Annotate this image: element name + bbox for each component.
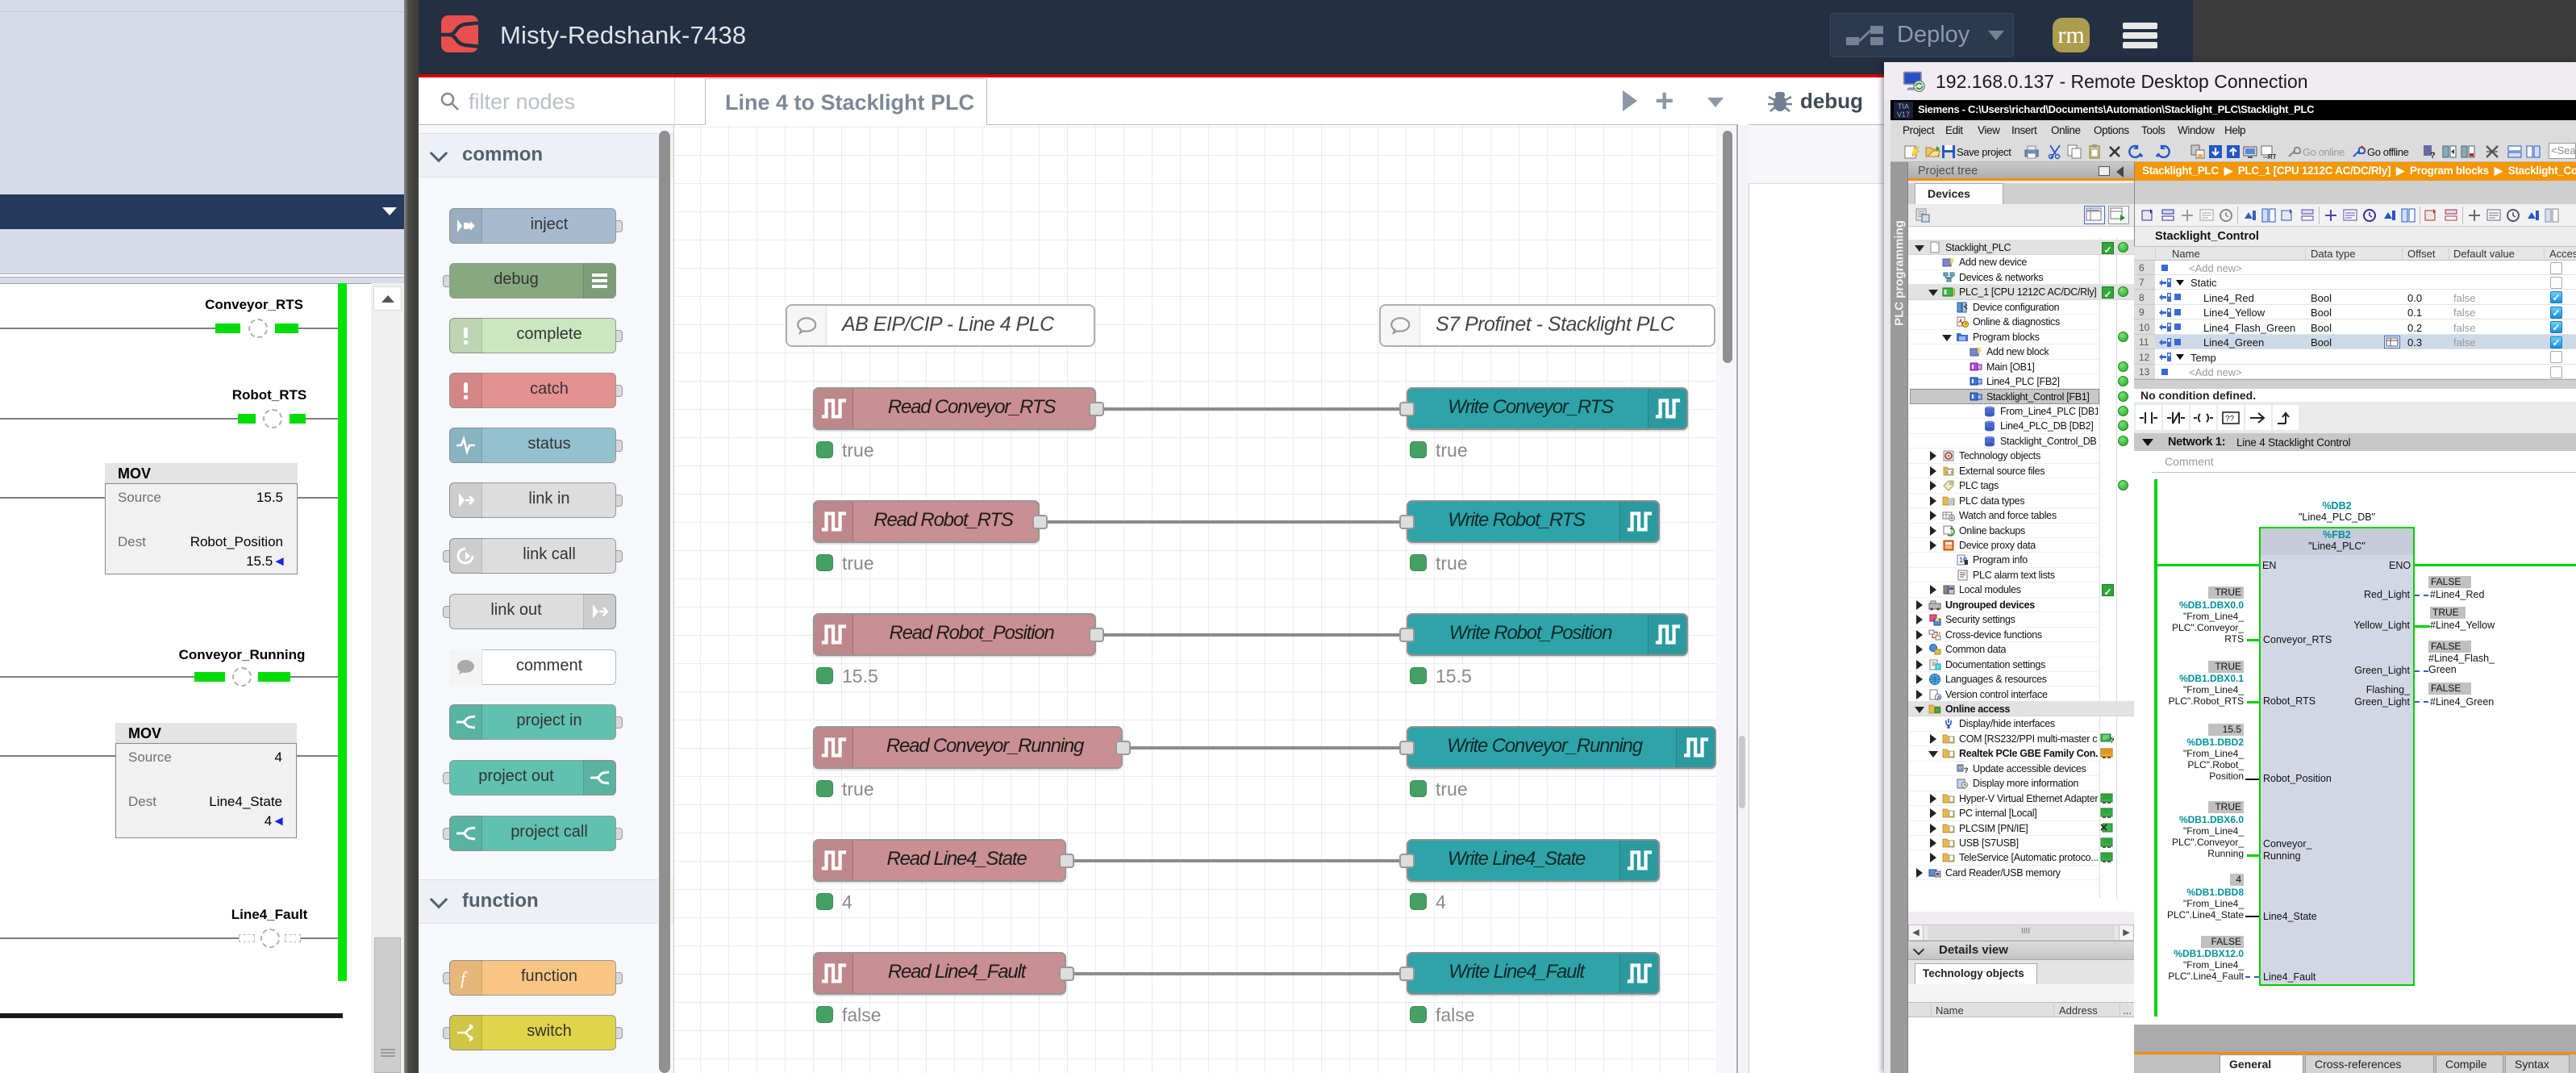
svg-text:?: ?: [1965, 324, 1968, 328]
svg-text:?: ?: [2430, 151, 2436, 160]
svg-text:?: ?: [2110, 737, 2115, 745]
svg-text:RT: RT: [2268, 153, 2276, 160]
svg-text:??: ??: [2225, 415, 2235, 424]
svg-text:A: A: [1937, 695, 1941, 700]
svg-text:?: ?: [1964, 766, 1969, 774]
svg-text:f: f: [461, 968, 468, 988]
svg-text:10: 10: [1959, 556, 1967, 564]
